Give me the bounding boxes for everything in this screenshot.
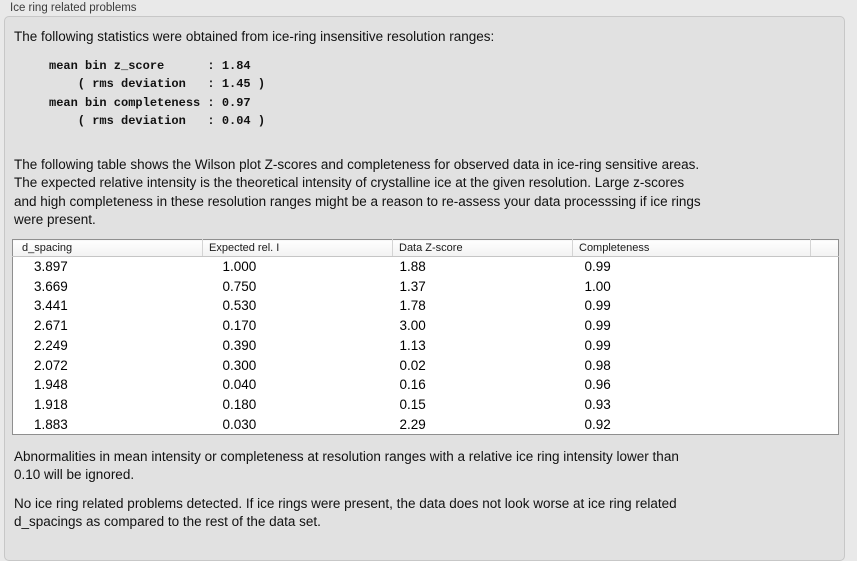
table-cell: 3.669 (34, 278, 68, 294)
column-header-d-spacing[interactable]: d_spacing (12, 239, 203, 257)
table-row[interactable]: 1.918 0.180 0.15 0.93 (13, 395, 839, 415)
table-cell: 0.99 (584, 337, 611, 353)
table-cell: 1.88 (399, 259, 426, 274)
table-cell: 1.37 (399, 278, 426, 294)
table-cell: 1.78 (399, 298, 426, 314)
ice-ring-panel: The following statistics were obtained f… (4, 16, 845, 561)
table-cell (811, 277, 839, 297)
ice-ring-table-body: 3.897 1.000 1.88 0.99 3.669 0.750 1.37 1.00 3.44… (13, 257, 839, 435)
table-cell: 0.99 (584, 318, 611, 334)
table-row[interactable]: 3.441 0.530 1.78 0.99 (13, 296, 839, 316)
table-cell: 1.000 (222, 259, 257, 274)
ignore-threshold-note: Abnormalities in mean intensity or compl… (14, 449, 679, 483)
table-cell: 0.16 (399, 377, 426, 393)
table-cell: 0.02 (399, 357, 426, 373)
table-cell (811, 415, 839, 435)
table-cell: 0.98 (584, 357, 611, 373)
ice-ring-table-container: d_spacing Expected rel. I Data Z-score C… (12, 239, 839, 436)
table-cell: 3.441 (34, 298, 68, 314)
table-header-row: d_spacing Expected rel. I Data Z-score C… (12, 239, 839, 257)
group-box-title: Ice ring related problems (10, 2, 137, 14)
table-cell: 0.15 (399, 396, 426, 412)
table-cell: 1.948 (34, 377, 68, 393)
table-cell (811, 257, 839, 277)
table-cell: 0.040 (222, 377, 257, 393)
table-row[interactable]: 1.948 0.040 0.16 0.96 (13, 375, 839, 395)
column-header-data-z-score[interactable]: Data Z-score (392, 239, 573, 257)
table-description-text: The following table shows the Wilson plo… (14, 157, 701, 228)
conclusion-text: No ice ring related problems detected. I… (14, 496, 677, 530)
table-cell: 0.390 (222, 337, 257, 353)
table-cell (811, 356, 839, 376)
table-cell: 0.530 (222, 298, 257, 314)
table-cell: 0.750 (222, 278, 257, 294)
table-cell: 2.29 (399, 416, 426, 432)
table-cell: 0.99 (584, 298, 611, 314)
table-cell (811, 336, 839, 356)
table-row[interactable]: 3.669 0.750 1.37 1.00 (13, 277, 839, 297)
table-cell: 1.918 (34, 396, 68, 412)
table-cell: 2.072 (34, 357, 68, 373)
table-cell: 0.300 (222, 357, 257, 373)
column-header-completeness[interactable]: Completeness (572, 239, 811, 257)
table-cell: 0.170 (222, 318, 257, 334)
table-row[interactable]: 3.897 1.000 1.88 0.99 (13, 257, 839, 277)
table-cell (811, 296, 839, 316)
ice-ring-table: d_spacing Expected rel. I Data Z-score C… (12, 239, 839, 436)
stats-block: mean bin z_score : 1.84 ( rms deviation … (49, 59, 266, 128)
table-cell: 3.00 (399, 318, 426, 334)
table-cell: 0.93 (584, 396, 611, 412)
table-row[interactable]: 2.671 0.170 3.00 0.99 (13, 316, 839, 336)
table-cell: 0.030 (222, 416, 257, 432)
table-cell (811, 316, 839, 336)
table-cell (811, 375, 839, 395)
table-cell: 2.671 (34, 318, 68, 334)
table-cell (811, 395, 839, 415)
table-row[interactable]: 2.072 0.300 0.02 0.98 (13, 356, 839, 376)
table-cell: 0.92 (584, 416, 611, 432)
table-cell: 0.99 (584, 259, 611, 274)
column-header-expected-rel-i[interactable]: Expected rel. I (202, 239, 393, 257)
table-cell: 0.180 (222, 396, 257, 412)
table-cell: 1.883 (34, 416, 68, 432)
stats-intro-text: The following statistics were obtained f… (14, 29, 495, 44)
table-cell: 2.249 (34, 337, 68, 353)
table-cell: 3.897 (34, 259, 68, 274)
table-row[interactable]: 1.883 0.030 2.29 0.92 (13, 415, 839, 435)
table-cell: 1.00 (584, 278, 611, 294)
table-row[interactable]: 2.249 0.390 1.13 0.99 (13, 336, 839, 356)
column-header-spacer (810, 239, 839, 257)
table-cell: 0.96 (584, 377, 611, 393)
table-cell: 1.13 (399, 337, 426, 353)
